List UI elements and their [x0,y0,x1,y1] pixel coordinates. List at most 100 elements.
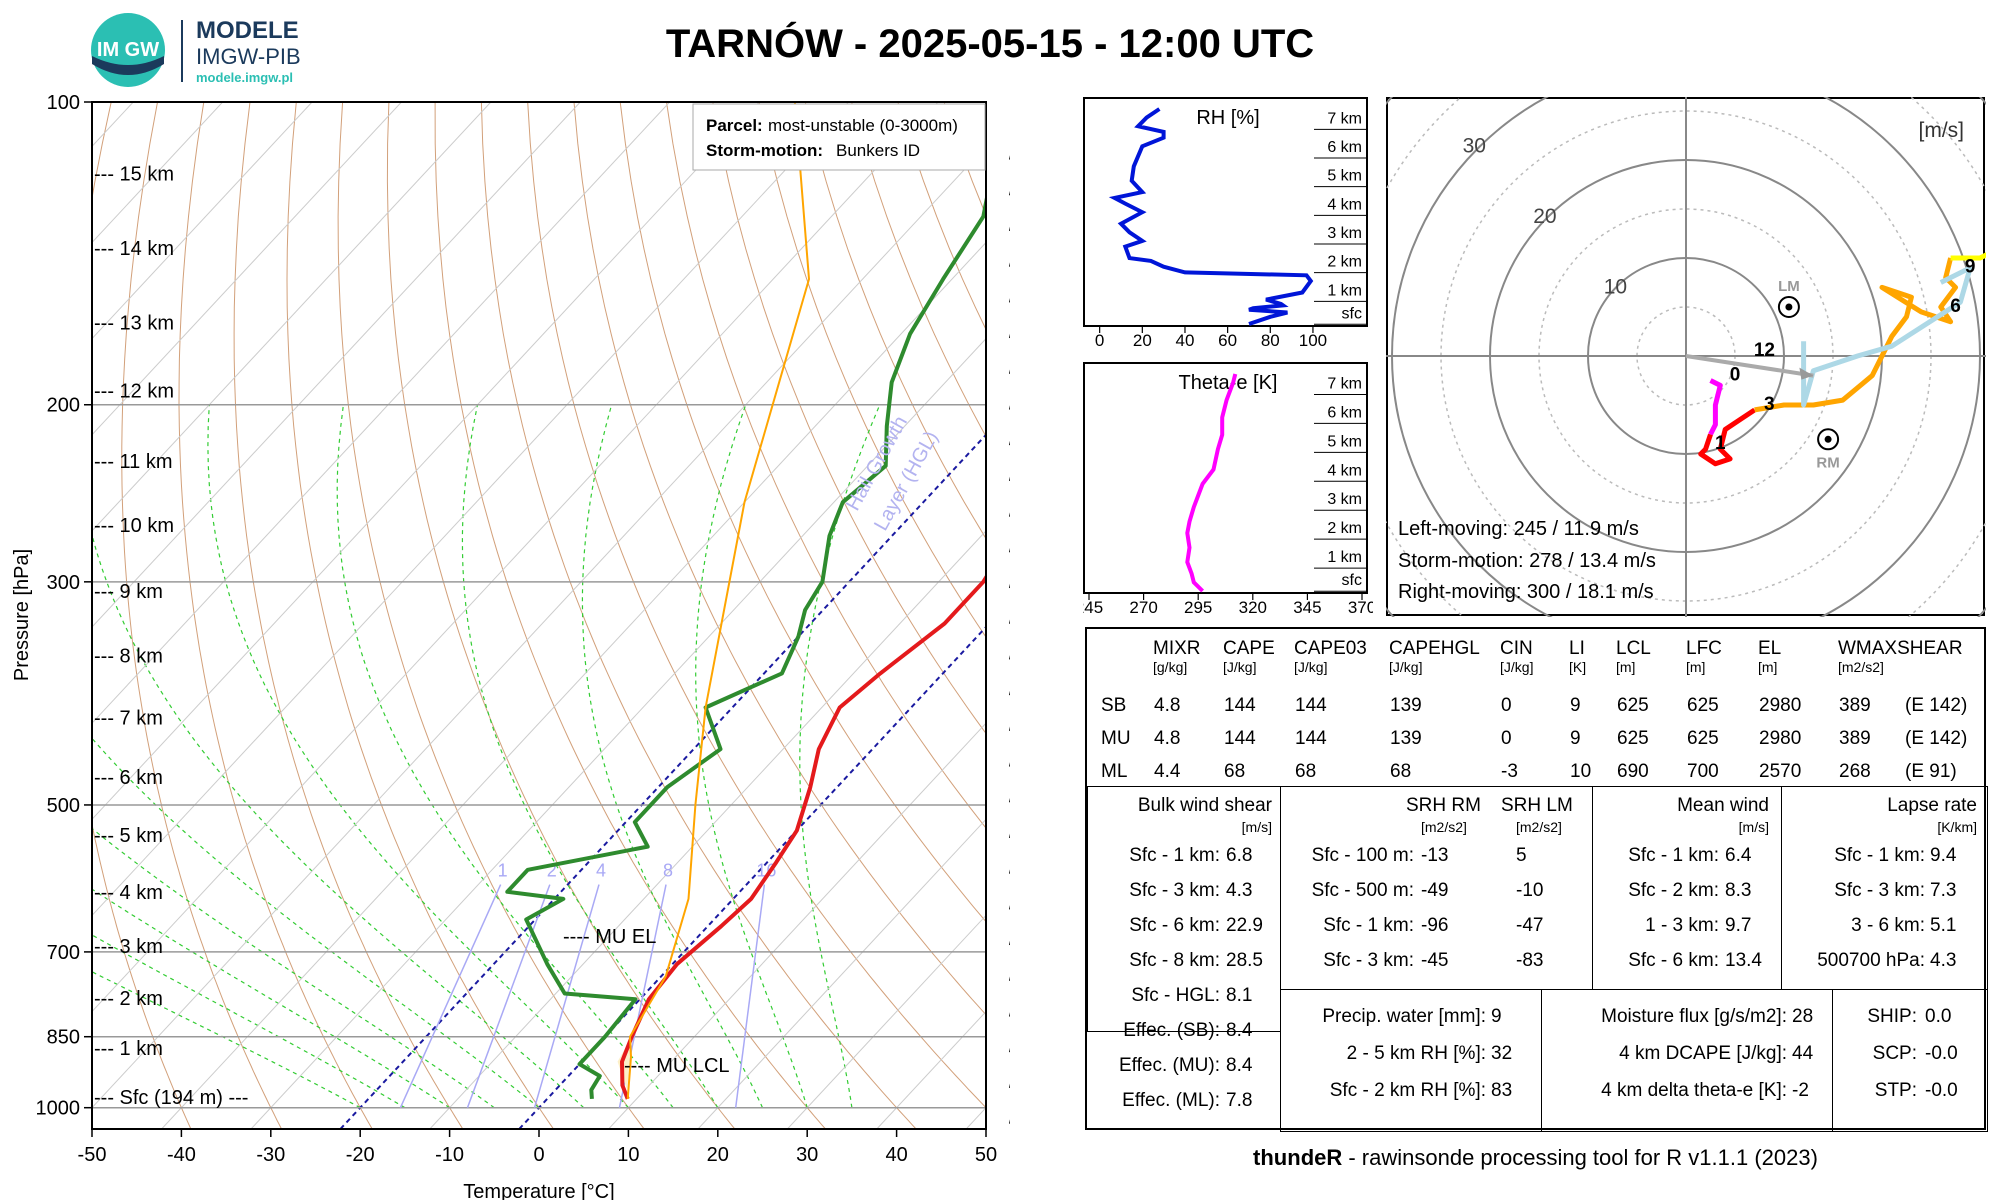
table-cell: 4.8 [1154,728,1181,749]
srh-rm-title: SRH RM [1406,795,1481,816]
metric-label: Precip. water [mm]: [1322,1006,1486,1027]
column-unit: [J/kg] [1389,659,1423,675]
parcel-line [626,102,810,1099]
dry-adiabat [92,102,192,1129]
height-label: --- 11 km [94,451,173,473]
temperature-line [620,573,986,1100]
x-tick-label: 270 [1129,598,1157,617]
column-name: CAPEHGL [1389,638,1480,659]
hodo-ring-label: 20 [1533,205,1556,228]
x-tick-label: 40 [1176,331,1195,350]
height-tick-label: 3 km [1327,225,1362,242]
metric-value: 9 [1491,1006,1502,1027]
x-tick-label: 370 [1348,598,1373,617]
hodo-segment [1698,407,1756,467]
x-tick-label: -20 [346,1144,375,1166]
metric-value: -13 [1421,845,1449,866]
storm-motion-arrow-head [1799,367,1814,380]
metric-label: Sfc - 100 m: [1311,845,1414,866]
height-tick-label: 5 km [1327,433,1362,450]
x-tick-label: 0 [533,1144,544,1166]
table-cell: 68 [1224,761,1246,782]
height-label: --- 7 km [94,707,163,729]
table-cell: 10 [1570,761,1592,782]
moist-adiabat [461,404,719,1109]
metric-label: Sfc - 1 km: [1129,845,1220,866]
dry-adiabat [573,102,986,1016]
column-unit: [K] [1569,659,1587,675]
skewt-frame [91,101,987,1130]
metric-label: Sfc - 1 km: [1628,845,1719,866]
dry-adiabat [712,102,986,735]
isotherm [429,530,986,1129]
hodo-height-label: 1 [1715,433,1726,454]
table-cell: 139 [1390,728,1422,749]
hodo-height-label: 9 [1965,257,1976,278]
column-unit: [g/kg] [1153,659,1188,675]
column-name: WMAXSHEAR [1838,638,1963,659]
x-tick-label: 60 [1218,331,1237,350]
height-label: --- 3 km [94,936,163,958]
hodo-ring-label: 10 [1604,275,1627,298]
column-header: LI [K] [1569,639,1587,676]
metric-value: 22.9 [1226,915,1263,936]
moist-adiabat [92,827,495,1109]
rm-label: RM [1816,454,1839,471]
isotherm [92,102,939,1013]
height-label: --- 2 km [94,988,163,1010]
column-name: EL [1758,638,1782,659]
bulk-shear-title: Bulk wind shear [1137,795,1272,816]
table-cell: 144 [1295,728,1327,749]
table-cell: 144 [1295,695,1327,716]
x-tick-label: -50 [78,1144,107,1166]
mean-wind-unit: [m/s] [1738,819,1769,835]
column-unit: [m2/s2] [1838,659,1884,675]
metric-label: Sfc - 6 km: [1628,950,1719,971]
x-tick-label: 20 [1133,331,1152,350]
isotherm [608,722,986,1129]
column-header: LCL [m] [1616,639,1651,676]
metric-label: Sfc - 6 km: [1129,915,1220,936]
indices-table: MIXR [g/kg] CAPE [J/kg] CAPE03 [J/kg] CAPEHGL[… [1085,627,1988,1132]
table-cell: 4.8 [1154,695,1181,716]
mixing-ratio-label: 1 [498,861,508,881]
mixing-ratio-line [734,884,766,1108]
metric-value: 83 [1491,1080,1513,1101]
dry-adiabat [178,102,373,1129]
dry-adiabat [233,102,464,1129]
metric-label: Effec. (ML): [1122,1090,1220,1111]
dry-adiabat [434,102,826,1129]
metric-label: Sfc - 3 km: [1129,880,1220,901]
isotherm [92,102,671,724]
isotherm [250,337,986,1129]
table-cell: 0 [1501,728,1512,749]
table-cell: 4.4 [1154,761,1181,782]
height-label: --- 13 km [94,312,174,334]
metric-label: 1 - 3 km: [1645,915,1719,936]
x-tick-label: 30 [796,1144,818,1166]
height-tick-label: 2 km [1327,254,1362,271]
table-cell: 625 [1687,695,1719,716]
dry-adiabat [666,102,986,829]
x-tick-label: 0 [1095,331,1104,350]
height-tick-label: sfc [1342,305,1362,322]
column-unit: [m] [1686,659,1706,675]
composite-box: SHIP: 0.0 SCP: -0.0 STP: -0.0 [1832,989,1988,1132]
column-unit: [J/kg] [1500,659,1534,675]
mean-wind-box: Mean wind [m/s] Sfc - 1 km: 6.4 Sfc - 2 km… [1592,786,1782,990]
metric-value: 6.4 [1725,845,1752,866]
x-tick-label: 345 [1293,598,1321,617]
isotherm [92,102,492,532]
metric-label: 2 - 5 km RH [%]: [1346,1043,1486,1064]
legend-parcel-label: Parcel: [706,116,763,135]
srh-rm-unit: [m2/s2] [1421,819,1467,835]
legend-storm-label: Storm-motion: [706,141,823,160]
moist-adiabat [695,404,808,1108]
rh-title: RH [%] [1196,107,1259,129]
footer: thundeR - rawinsonde processing tool for… [1085,1145,1986,1171]
hodo-ring-label: 30 [1463,134,1486,157]
metric-value: 8.4 [1226,1055,1253,1076]
metric-value: 5.1 [1930,915,1957,936]
table-cell: (E 142) [1905,728,1968,749]
bulk-shear-unit: [m/s] [1241,819,1272,835]
